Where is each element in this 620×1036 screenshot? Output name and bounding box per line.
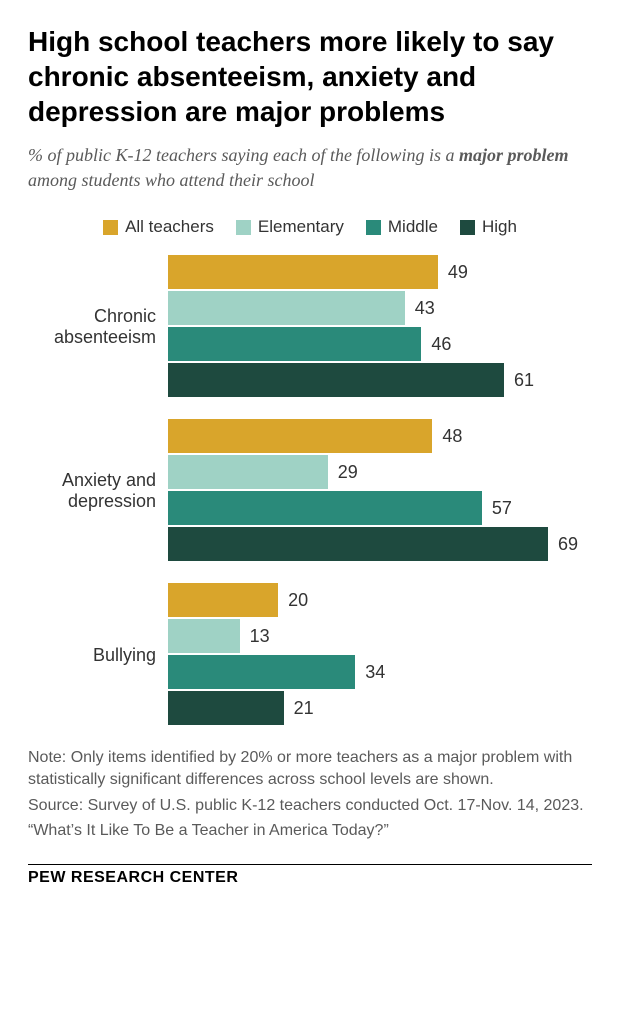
bar (168, 291, 405, 325)
legend-swatch (236, 220, 251, 235)
bar (168, 363, 504, 397)
legend-item: All teachers (103, 217, 214, 237)
bar (168, 619, 240, 653)
bar (168, 327, 421, 361)
bar-chart: Chronic absenteeism 49 43 46 61 Anxiety and d… (28, 255, 592, 727)
bar-row: 61 (168, 363, 592, 397)
legend-label: High (482, 217, 517, 237)
bar-value: 43 (415, 298, 435, 319)
bar-value: 48 (442, 426, 462, 447)
chart-title: High school teachers more likely to say … (28, 24, 592, 129)
bar-value: 69 (558, 534, 578, 555)
bar-row: 13 (168, 619, 592, 653)
chart-subtitle: % of public K-12 teachers saying each of… (28, 143, 592, 193)
bar-row: 29 (168, 455, 592, 489)
legend-item: High (460, 217, 517, 237)
bar (168, 491, 482, 525)
bars-column: 48 29 57 69 (168, 419, 592, 563)
legend-item: Middle (366, 217, 438, 237)
bar-value: 57 (492, 498, 512, 519)
footer-brand: PEW RESEARCH CENTER (28, 864, 592, 887)
bar-row: 34 (168, 655, 592, 689)
group-label: Anxiety and depression (28, 419, 168, 563)
chart-group: Chronic absenteeism 49 43 46 61 (28, 255, 592, 399)
legend-item: Elementary (236, 217, 344, 237)
chart-group: Anxiety and depression 48 29 57 69 (28, 419, 592, 563)
bar-value: 29 (338, 462, 358, 483)
bar-value: 46 (431, 334, 451, 355)
legend-swatch (103, 220, 118, 235)
bar (168, 583, 278, 617)
bar-row: 21 (168, 691, 592, 725)
subtitle-pre: % of public K-12 teachers saying each of… (28, 145, 459, 165)
bar (168, 419, 432, 453)
legend-swatch (366, 220, 381, 235)
bar (168, 455, 328, 489)
legend: All teachers Elementary Middle High (28, 217, 592, 237)
bar (168, 527, 548, 561)
chart-group: Bullying 20 13 34 21 (28, 583, 592, 727)
bar-value: 21 (294, 698, 314, 719)
bar-value: 61 (514, 370, 534, 391)
bar-value: 13 (250, 626, 270, 647)
bar-row: 69 (168, 527, 592, 561)
note-report-title: “What’s It Like To Be a Teacher in Ameri… (28, 820, 592, 842)
bar-value: 34 (365, 662, 385, 683)
note-source: Source: Survey of U.S. public K-12 teach… (28, 795, 592, 817)
group-label: Chronic absenteeism (28, 255, 168, 399)
legend-label: Middle (388, 217, 438, 237)
bar-row: 43 (168, 291, 592, 325)
bar (168, 691, 284, 725)
bar-row: 57 (168, 491, 592, 525)
bar-value: 20 (288, 590, 308, 611)
bars-column: 20 13 34 21 (168, 583, 592, 727)
bar (168, 255, 438, 289)
bar-row: 49 (168, 255, 592, 289)
bars-column: 49 43 46 61 (168, 255, 592, 399)
bar-row: 20 (168, 583, 592, 617)
legend-label: All teachers (125, 217, 214, 237)
legend-swatch (460, 220, 475, 235)
group-label: Bullying (28, 583, 168, 727)
legend-label: Elementary (258, 217, 344, 237)
subtitle-post: among students who attend their school (28, 170, 315, 190)
subtitle-bold: major problem (459, 145, 569, 165)
bar-value: 49 (448, 262, 468, 283)
bar-row: 46 (168, 327, 592, 361)
bar-row: 48 (168, 419, 592, 453)
bar (168, 655, 355, 689)
note-methodology: Note: Only items identified by 20% or mo… (28, 747, 592, 790)
